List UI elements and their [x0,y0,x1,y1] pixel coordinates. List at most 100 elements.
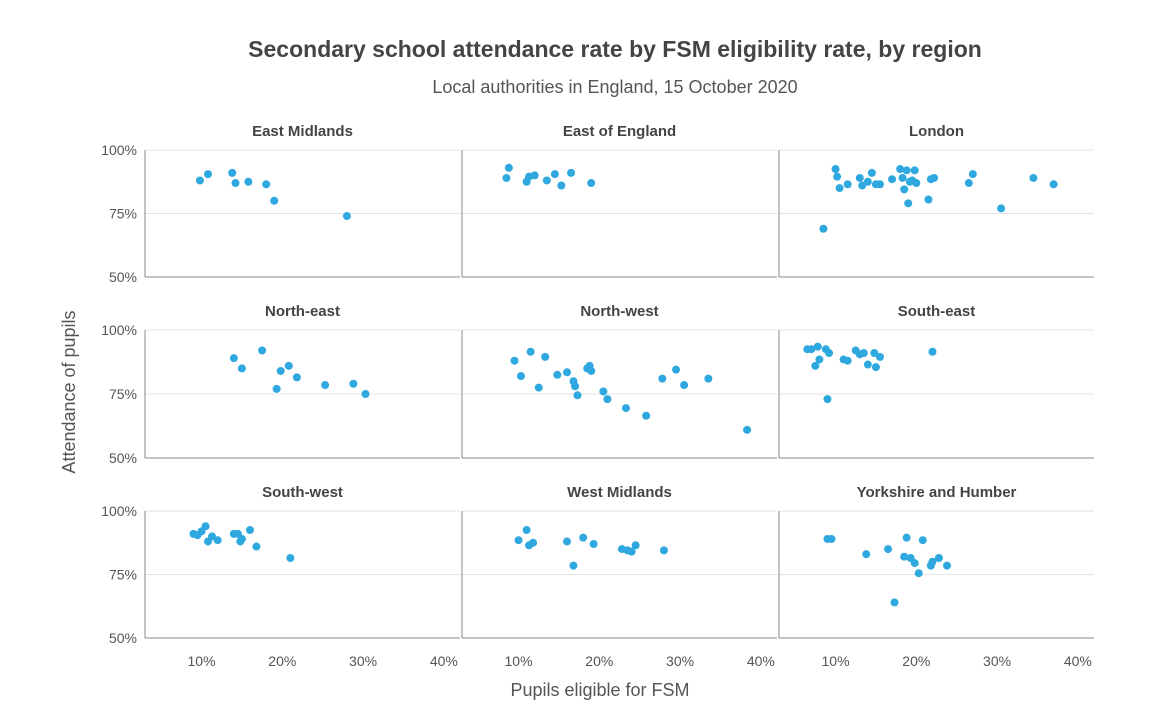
panel-title: North-east [265,303,340,320]
data-point [621,404,630,413]
data-point [835,184,844,193]
data-point [587,366,596,375]
y-tick-label: 50% [109,630,137,646]
data-point [900,185,909,194]
data-point [1029,173,1038,182]
panel: South-east [778,303,1094,459]
chart-title: Secondary school attendance rate by FSM … [248,36,982,62]
data-point [658,374,667,383]
data-point [252,542,261,551]
data-point [246,526,254,535]
x-tick-label: 30% [983,653,1011,669]
data-point [863,177,872,186]
panel-title: London [909,123,964,140]
data-point [244,177,253,186]
data-point [504,163,513,172]
data-point [680,381,689,390]
data-point [904,199,913,208]
y-tick-label: 100% [101,322,137,338]
data-point [843,356,852,365]
data-point [871,363,880,372]
data-point [642,411,651,420]
data-point [930,173,939,182]
data-point [213,536,222,545]
data-point [672,365,681,374]
panel-title: Yorkshire and Humber [857,484,1017,501]
data-point [1049,180,1058,189]
panel: South-west 50% 75% 100% 10% 20% 30% 40% [101,484,460,669]
chart-subtitle: Local authorities in England, 15 October… [432,77,797,97]
data-point [870,349,879,358]
data-point [195,176,204,185]
data-point [855,173,864,182]
panel-title: East of England [563,123,676,140]
x-tick-label: 10% [188,653,216,669]
data-point [272,384,281,393]
data-point [813,342,822,351]
panel-title: North-west [580,303,658,320]
data-point [928,347,937,356]
data-point [833,172,842,181]
data-point [579,533,588,542]
panel: North-west [461,303,777,459]
panel-title: South-east [898,303,976,320]
data-point [587,179,596,188]
data-point [934,553,943,562]
data-point [858,181,867,190]
data-point [599,387,608,396]
data-point [890,598,899,607]
data-point [228,168,237,177]
x-axis-title: Pupils eligible for FSM [510,680,689,700]
y-tick-label: 75% [109,386,137,402]
panel-title: West Midlands [567,484,672,501]
data-point [530,171,539,180]
data-point [918,536,927,545]
y-tick-label: 50% [109,269,137,285]
data-point [815,355,824,364]
data-point [964,179,973,188]
data-point [968,170,977,179]
x-tick-label: 20% [585,653,613,669]
data-point [875,180,884,189]
x-tick-label: 40% [747,653,775,669]
data-point [208,532,217,541]
data-point [807,345,816,354]
data-point [571,382,580,391]
data-point [704,374,713,383]
data-point [514,536,523,545]
data-point [884,545,893,554]
y-axis-title: Attendance of pupils [59,310,79,473]
data-point [825,349,834,358]
x-tick-label: 30% [666,653,694,669]
data-point [743,425,752,434]
data-point [659,546,668,555]
data-point [321,381,330,390]
x-tick-label: 10% [505,653,533,669]
data-point [819,224,828,233]
data-point [534,383,543,392]
data-point [863,360,872,369]
data-point [541,352,550,361]
data-point [563,368,571,377]
data-point [567,168,576,177]
x-tick-label: 30% [349,653,377,669]
panel-title: East Midlands [252,123,353,140]
data-point [258,346,267,355]
panel: London [778,123,1094,278]
panel: East of England [461,123,777,278]
data-point [997,204,1006,213]
data-point [284,361,293,370]
data-point [270,196,279,205]
data-point [943,561,951,570]
data-point [237,364,246,373]
data-point [912,179,921,188]
y-tick-label: 50% [109,450,137,466]
data-point [569,561,578,570]
data-point [928,557,937,566]
data-point [603,395,612,404]
panel: West Midlands 10% 20% 30% 40% [461,484,777,669]
y-tick-label: 100% [101,503,137,519]
data-point [831,165,840,174]
x-tick-label: 20% [902,653,930,669]
